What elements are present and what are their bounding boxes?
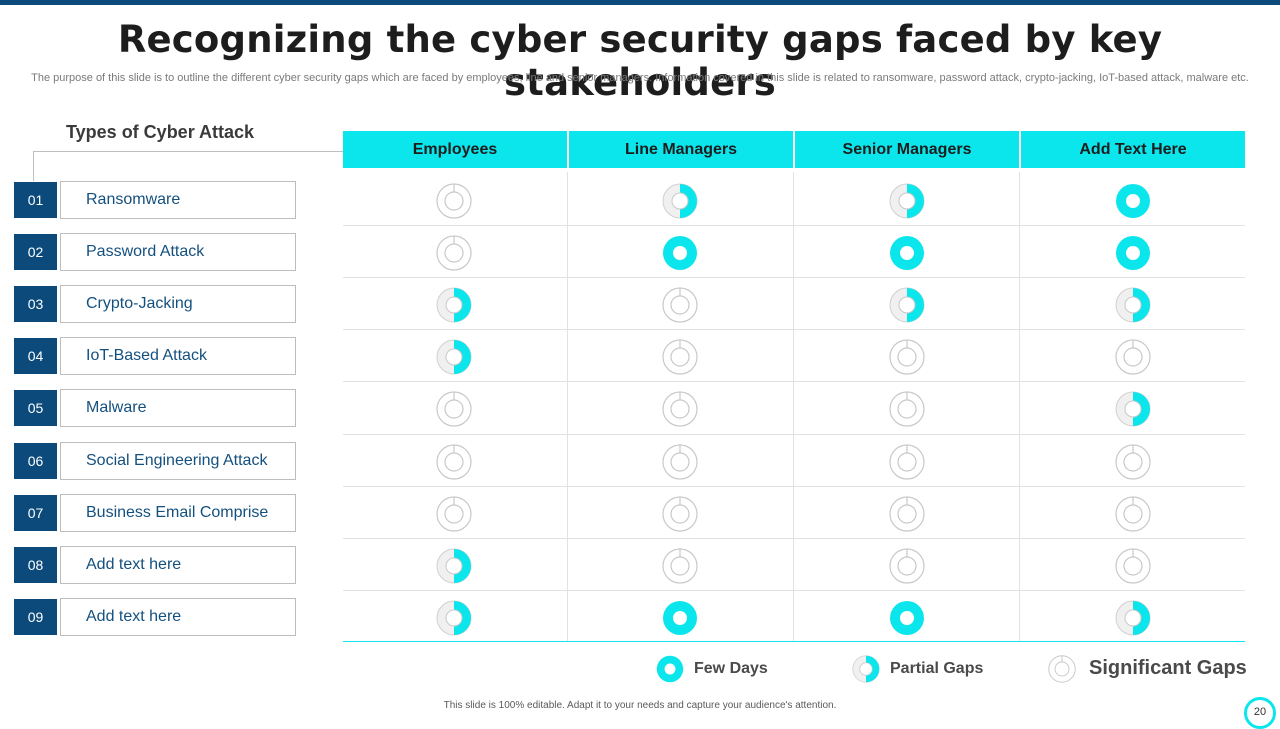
significant-gap-indicator: [1115, 548, 1151, 584]
significant-gap-indicator: [662, 496, 698, 532]
partial-gap-indicator: [436, 287, 472, 323]
attack-number: 01: [14, 182, 57, 218]
partial-gap-indicator: [889, 287, 925, 323]
significant-gap-indicator: [889, 548, 925, 584]
partial-gap-indicator: [889, 183, 925, 219]
attack-label: Crypto-Jacking: [60, 285, 296, 324]
partial-gap-indicator: [1115, 287, 1151, 323]
partial-gap-indicator: [1115, 600, 1151, 636]
attack-label: Malware: [60, 389, 296, 428]
grid-line: [567, 172, 568, 641]
attack-label: Ransomware: [60, 181, 296, 219]
significant-gap-indicator: [436, 444, 472, 480]
few-gap-indicator: [1116, 236, 1150, 270]
slide-title: Recognizing the cyber security gaps face…: [117, 18, 1163, 104]
significant-gap-indicator: [662, 548, 698, 584]
attack-number: 02: [14, 234, 57, 271]
grid-line: [1019, 172, 1020, 641]
types-heading: Types of Cyber Attack: [66, 122, 255, 142]
legend-label: Significant Gaps: [1089, 657, 1247, 679]
partial-gap-indicator: [436, 339, 472, 375]
few-gap-indicator: [1116, 184, 1150, 218]
significant-gap-indicator: [436, 496, 472, 532]
grid-line: [343, 329, 1245, 330]
column-header: Employees: [343, 131, 567, 168]
column-header: Line Managers: [569, 131, 793, 168]
significant-gap-indicator: [662, 391, 698, 427]
grid-line: [343, 538, 1245, 539]
partial-gap-indicator: [436, 600, 472, 636]
significant-gap-indicator: [662, 444, 698, 480]
attack-number: 06: [14, 442, 57, 479]
significant-gap-indicator: [436, 391, 472, 427]
significant-gap-indicator: [1115, 496, 1151, 532]
legend-label: Partial Gaps: [890, 660, 984, 677]
grid-line: [343, 381, 1245, 382]
significant-gap-indicator: [889, 339, 925, 375]
partial-gap-indicator: [662, 183, 698, 219]
grid-line: [793, 172, 794, 641]
top-accent-bar: [0, 0, 1280, 5]
few-legend-icon: [656, 655, 684, 683]
significant-gap-indicator: [1115, 339, 1151, 375]
attack-number: 08: [14, 546, 57, 583]
attack-label: Social Engineering Attack: [60, 441, 296, 480]
grid-line: [343, 590, 1245, 591]
attack-number: 04: [14, 338, 57, 375]
significant-gap-indicator: [889, 391, 925, 427]
grid-line: [343, 277, 1245, 278]
significant-gap-indicator: [662, 287, 698, 323]
column-header: Add Text Here: [1021, 131, 1245, 168]
legend-label: Few Days: [694, 660, 768, 677]
grid-line: [343, 225, 1245, 226]
grid-line: [343, 434, 1245, 435]
attack-label: IoT-Based Attack: [60, 337, 296, 376]
attack-number: 05: [14, 390, 57, 427]
partial-gap-indicator: [1115, 391, 1151, 427]
partial-legend-icon: [852, 655, 880, 683]
significant-gap-indicator: [662, 339, 698, 375]
grid-line: [343, 486, 1245, 487]
significant-gap-indicator: [889, 444, 925, 480]
connector-line: [33, 151, 34, 181]
page-number: 20: [1244, 697, 1276, 729]
significant-gap-indicator: [436, 235, 472, 271]
attack-number: 09: [14, 598, 57, 635]
few-gap-indicator: [890, 236, 924, 270]
attack-number: 03: [14, 286, 57, 323]
attack-label: Password Attack: [60, 233, 296, 272]
slide-subtitle: The purpose of this slide is to outline …: [31, 72, 1249, 84]
few-gap-indicator: [890, 601, 924, 635]
significant-gap-indicator: [889, 496, 925, 532]
significant-gap-indicator: [436, 183, 472, 219]
attack-label: Add text here: [60, 545, 296, 584]
attack-number: 07: [14, 494, 57, 531]
few-gap-indicator: [663, 236, 697, 270]
attack-label: Add text here: [60, 597, 296, 636]
partial-gap-indicator: [436, 548, 472, 584]
column-header: Senior Managers: [795, 131, 1019, 168]
significant-gap-indicator: [1115, 444, 1151, 480]
significant-legend-icon: [1048, 655, 1076, 683]
footer-note: This slide is 100% editable. Adapt it to…: [443, 700, 837, 711]
attack-label: Business Email Comprise: [60, 493, 296, 532]
few-gap-indicator: [663, 601, 697, 635]
connector-line: [33, 151, 343, 152]
matrix-bottom-line: [343, 641, 1245, 642]
